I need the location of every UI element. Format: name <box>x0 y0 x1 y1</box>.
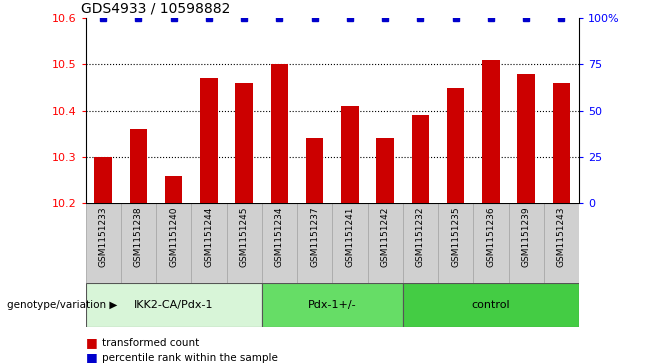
Bar <box>86 283 262 327</box>
Bar <box>236 83 253 203</box>
Bar <box>376 138 394 203</box>
Text: GSM1151241: GSM1151241 <box>345 207 355 267</box>
Text: GSM1151232: GSM1151232 <box>416 207 425 267</box>
Text: ■: ■ <box>86 351 97 363</box>
Bar <box>553 83 570 203</box>
Text: GSM1151245: GSM1151245 <box>240 207 249 267</box>
Bar <box>94 157 112 203</box>
Bar <box>200 78 218 203</box>
Text: GSM1151233: GSM1151233 <box>99 207 108 267</box>
Bar <box>86 203 121 283</box>
Bar <box>447 87 465 203</box>
Text: GSM1151242: GSM1151242 <box>381 207 390 267</box>
Text: GSM1151237: GSM1151237 <box>310 207 319 267</box>
Text: IKK2-CA/Pdx-1: IKK2-CA/Pdx-1 <box>134 300 213 310</box>
Bar <box>368 203 403 283</box>
Bar <box>262 283 403 327</box>
Text: GSM1151243: GSM1151243 <box>557 207 566 267</box>
Bar <box>226 203 262 283</box>
Text: GSM1151235: GSM1151235 <box>451 207 460 267</box>
Text: control: control <box>472 300 510 310</box>
Text: GSM1151238: GSM1151238 <box>134 207 143 267</box>
Bar <box>130 129 147 203</box>
Text: GSM1151234: GSM1151234 <box>275 207 284 267</box>
Bar <box>412 115 429 203</box>
Bar <box>165 175 182 203</box>
Text: genotype/variation ▶: genotype/variation ▶ <box>7 300 117 310</box>
Bar <box>297 203 332 283</box>
Text: GSM1151240: GSM1151240 <box>169 207 178 267</box>
Bar <box>544 203 579 283</box>
Text: ■: ■ <box>86 337 97 350</box>
Bar <box>332 203 368 283</box>
Bar <box>482 60 499 203</box>
Bar <box>121 203 156 283</box>
Text: GSM1151236: GSM1151236 <box>486 207 495 267</box>
Bar <box>403 283 579 327</box>
Bar <box>191 203 226 283</box>
Text: GSM1151244: GSM1151244 <box>205 207 213 267</box>
Bar <box>438 203 473 283</box>
Bar <box>270 64 288 203</box>
Text: GSM1151239: GSM1151239 <box>522 207 530 267</box>
Bar <box>473 203 509 283</box>
Bar <box>306 138 324 203</box>
Bar <box>156 203 191 283</box>
Bar <box>403 203 438 283</box>
Text: transformed count: transformed count <box>102 338 199 348</box>
Text: percentile rank within the sample: percentile rank within the sample <box>102 352 278 363</box>
Bar <box>262 203 297 283</box>
Bar <box>509 203 544 283</box>
Bar <box>517 74 535 203</box>
Bar <box>341 106 359 203</box>
Text: GDS4933 / 10598882: GDS4933 / 10598882 <box>81 1 230 16</box>
Text: Pdx-1+/-: Pdx-1+/- <box>308 300 357 310</box>
